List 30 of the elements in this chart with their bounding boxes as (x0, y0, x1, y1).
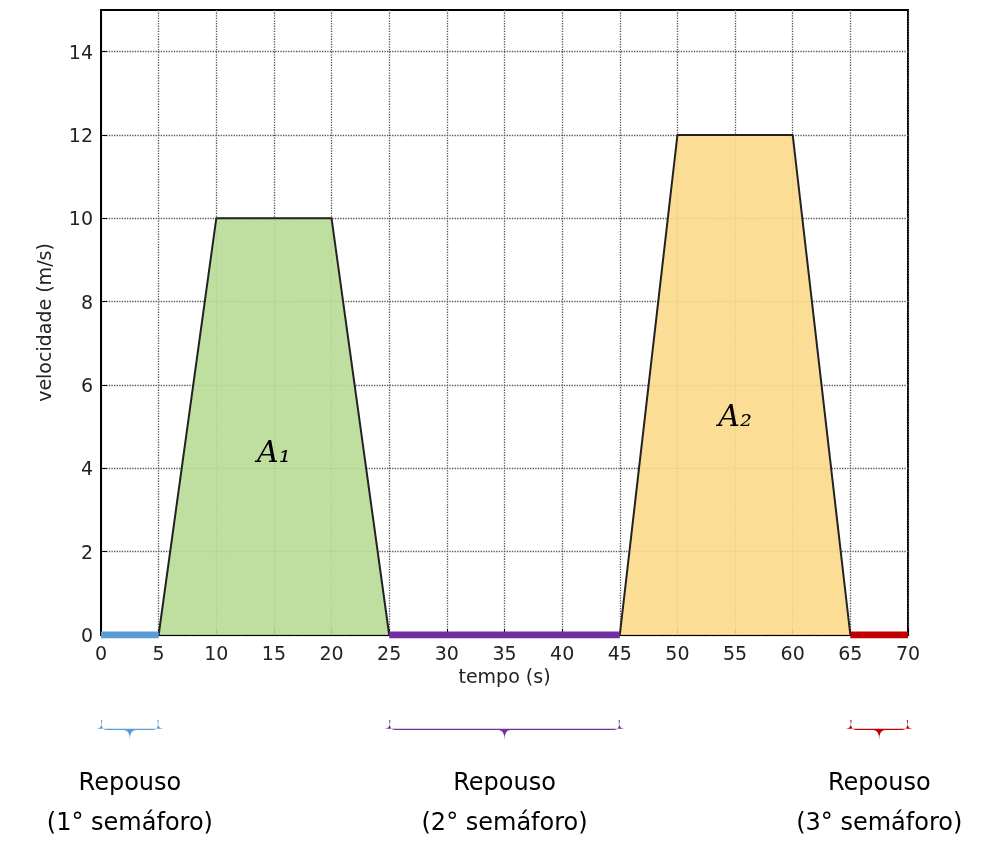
y-tick-label: 14 (68, 40, 93, 63)
y-tick-label: 10 (68, 207, 93, 230)
x-tick-label: 30 (434, 641, 459, 664)
x-tick-label: 55 (722, 641, 748, 664)
y-tick-label: 0 (80, 624, 93, 646)
x-tick-label: 65 (838, 641, 863, 664)
x-tick-label: 5 (152, 641, 165, 664)
text: Repouso (1° semáforo) (46, 767, 213, 838)
y-tick-label: 4 (80, 457, 93, 480)
annotation: A₁ (254, 434, 291, 470)
y-tick-label: 12 (68, 124, 93, 146)
text: Repouso (2° semáforo) (421, 767, 588, 838)
x-tick-label: 35 (492, 641, 517, 664)
y-tick-label: 2 (80, 540, 93, 563)
annotation: A₂ (715, 397, 752, 433)
x-tick-label: 15 (261, 641, 287, 664)
text: Repouso (3° semáforo) (796, 767, 963, 838)
x-tick-label: 50 (665, 641, 690, 664)
x-tick-label: 0 (94, 641, 108, 664)
y-tick-label: 6 (80, 374, 93, 396)
x-tick-label: 70 (895, 641, 921, 664)
x-tick-label: 45 (607, 641, 632, 664)
x-tick-label: 40 (550, 641, 575, 664)
x-tick-label: 60 (780, 641, 805, 664)
y-axis-title: velocidade (m/s) (32, 243, 55, 402)
x-tick-label: 10 (204, 641, 229, 664)
x-axis-title: tempo (s) (458, 665, 551, 688)
x-tick-label: 25 (377, 641, 402, 664)
y-tick-label: 8 (80, 290, 93, 313)
x-tick-label: 20 (319, 641, 344, 664)
